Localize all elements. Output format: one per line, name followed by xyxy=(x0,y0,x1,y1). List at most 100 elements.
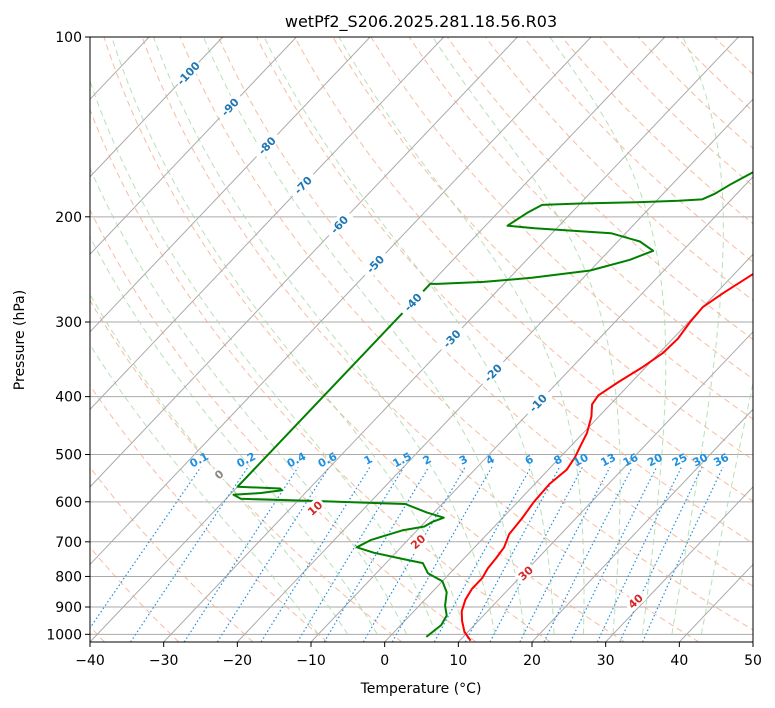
y-tick-label: 200 xyxy=(55,210,82,226)
isotherm-label-bg xyxy=(522,387,553,419)
isotherm-line xyxy=(90,37,518,488)
mixing-ratio-line xyxy=(619,466,703,642)
mixing-ratio-line xyxy=(489,466,584,642)
x-tick-label: −20 xyxy=(223,653,253,669)
dry-adiabat-line xyxy=(179,37,753,631)
isotherm-line xyxy=(236,98,753,642)
dry-adiabats xyxy=(90,37,753,642)
y-tick-label: 900 xyxy=(55,600,82,616)
mixing-ratio-label-group: 30 xyxy=(691,451,711,470)
dry-adiabat-line xyxy=(256,37,753,544)
isotherm-label-bg xyxy=(251,129,282,161)
mixing-ratio-line xyxy=(323,466,430,642)
mixing-ratio-label-group: 10 xyxy=(571,451,591,470)
y-tick-label: 700 xyxy=(55,535,82,551)
moist-adiabat-line xyxy=(203,37,526,635)
mixing-ratio-lines xyxy=(90,466,724,642)
y-tick-label: 300 xyxy=(55,315,82,331)
y-tick-label: 500 xyxy=(55,448,82,464)
moist-adiabat-line xyxy=(432,37,621,635)
moist-adiabat-line xyxy=(153,37,496,635)
dry-adiabat-label-group: 0 xyxy=(206,462,231,486)
mixing-ratio-line xyxy=(519,466,611,642)
x-tick-label: −30 xyxy=(149,653,179,669)
mixing-ratio-label: 20 xyxy=(645,451,665,470)
moist-adiabat-line xyxy=(90,235,378,635)
mixing-ratio-label-group: 16 xyxy=(621,451,641,470)
y-tick-label: 800 xyxy=(55,569,82,585)
x-tick-label: −40 xyxy=(75,653,105,669)
y-tick-label: 1000 xyxy=(46,627,82,643)
isotherm-line xyxy=(90,37,445,411)
isotherm-label-bg xyxy=(359,248,390,280)
isotherm-label-bg xyxy=(172,57,203,89)
x-tick-label: −10 xyxy=(296,653,326,669)
isotherm-line xyxy=(90,37,297,256)
isotherm-label-bg xyxy=(477,357,508,388)
x-tick-label: 30 xyxy=(597,653,615,669)
dry-adiabat-line xyxy=(90,466,254,642)
isotherm-label-bg xyxy=(397,286,428,318)
dry-adiabat-line xyxy=(332,37,753,461)
y-tick-label: 100 xyxy=(55,30,82,46)
mixing-ratio-line xyxy=(569,466,658,642)
y-tick-label: 600 xyxy=(55,495,82,511)
moist-adiabat-line xyxy=(90,79,437,635)
y-tick-label: 400 xyxy=(55,390,82,406)
isotherm-line xyxy=(384,253,753,642)
isotherm-line xyxy=(90,37,224,178)
dry-adiabat-line xyxy=(294,37,753,502)
moist-adiabat-line xyxy=(90,343,319,635)
mixing-ratio-line xyxy=(543,466,633,642)
dry-adiabat-label-bg xyxy=(405,529,430,553)
dry-adiabat-label-bg xyxy=(206,462,231,486)
dry-adiabat-label-bg xyxy=(513,561,538,585)
moist-adiabat-line xyxy=(671,37,724,635)
mixing-ratio-label-group: 20 xyxy=(645,451,665,470)
isotherm-line xyxy=(531,408,753,642)
mixing-ratio-line xyxy=(391,466,493,642)
mixing-ratio-line xyxy=(464,466,561,642)
mixing-ratio-label: 25 xyxy=(670,451,690,470)
x-tick-label: 50 xyxy=(744,653,762,669)
mixing-ratio-line xyxy=(596,466,682,642)
sounding-series xyxy=(232,171,753,642)
mixing-ratio-line xyxy=(362,466,466,642)
mixing-ratio-label-group: 36 xyxy=(711,451,731,470)
x-tick-label: 0 xyxy=(380,653,389,669)
isotherm-label-bg xyxy=(287,169,318,201)
moist-adiabat-line xyxy=(338,37,585,635)
isotherm-label-bg xyxy=(214,91,245,123)
isotherm-line xyxy=(90,37,592,566)
mixing-ratio-line xyxy=(296,466,405,642)
isotherm-line xyxy=(605,486,753,642)
x-tick-label: 40 xyxy=(670,653,688,669)
mixing-ratio-label: 30 xyxy=(691,451,711,470)
x-tick-label: 20 xyxy=(523,653,541,669)
plot-area: -100-90-80-70-60-50-40-30-20-100.1 0.2 0.4… xyxy=(90,37,753,642)
mixing-ratio-label: 10 xyxy=(571,451,591,470)
moist-adiabat-line xyxy=(700,380,753,635)
dry-adiabat-line xyxy=(90,208,477,642)
dry-adiabat-label-bg xyxy=(302,496,327,520)
isotherm-label-bg xyxy=(323,208,354,240)
x-tick-label: 10 xyxy=(449,653,467,669)
moist-adiabat-line xyxy=(90,167,408,635)
mixing-ratio-line xyxy=(260,466,371,642)
mixing-ratio-label: 16 xyxy=(621,451,641,470)
isotherm-line xyxy=(457,331,753,642)
plot-frame xyxy=(89,36,754,643)
moist-adiabat-line xyxy=(263,37,555,635)
isotherm-label-bg xyxy=(436,323,467,354)
y-axis-ticks: 100 200 300 400 500 600 700 800 900 1000 xyxy=(46,30,90,643)
mixing-ratio-label-group: 13 xyxy=(598,451,618,470)
chart-title: wetPf2_S206.2025.281.18.56.R03 xyxy=(285,12,557,32)
dry-adiabat-line xyxy=(103,37,625,642)
y-axis-label: Pressure (hPa) xyxy=(12,290,28,390)
dry-adiabat-line xyxy=(90,108,551,642)
isotherm-line xyxy=(310,176,753,642)
temperature-line xyxy=(460,272,753,642)
x-axis-ticks: −40 −30 −20 −10 0 10 20 30 40 50 xyxy=(75,642,762,669)
